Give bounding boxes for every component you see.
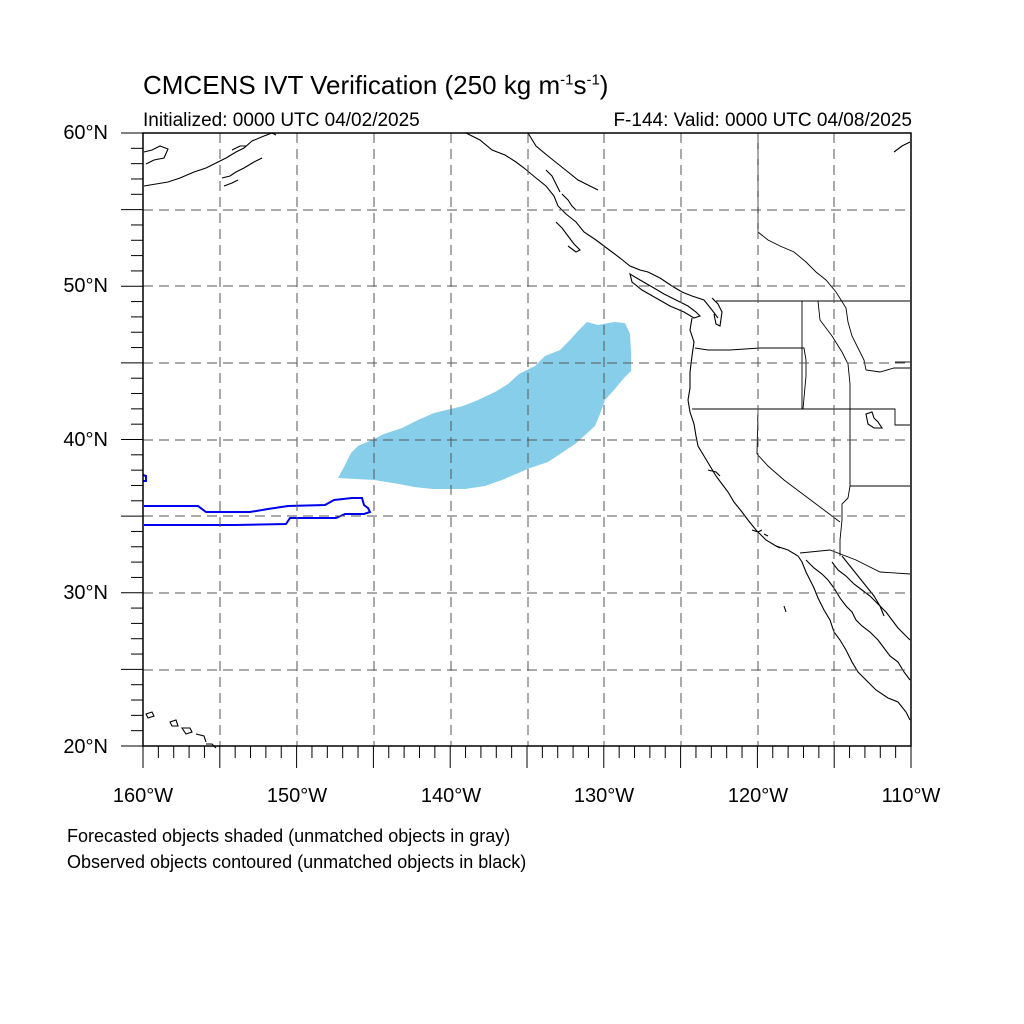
gridlines xyxy=(143,133,911,746)
axis-ticks xyxy=(121,132,912,768)
lon-label-130w: 130°W xyxy=(573,785,635,807)
initialized-label: Initialized: 0000 UTC 04/02/2025 xyxy=(143,110,420,131)
lat-label-20: 20°N xyxy=(63,736,108,758)
lon-label-120w: 120°W xyxy=(727,785,789,807)
lat-label-40: 40°N xyxy=(63,429,108,451)
forecast-object xyxy=(338,322,631,489)
caption-forecast: Forecasted objects shaded (unmatched obj… xyxy=(67,826,511,846)
lon-label-160w: 160°W xyxy=(112,785,174,807)
observed-contour-edge xyxy=(142,474,147,482)
valid-time-label: F-144: Valid: 0000 UTC 04/08/2025 xyxy=(613,110,912,131)
coastlines xyxy=(143,132,911,749)
political-boundaries xyxy=(692,133,911,575)
map-title: CMCENS IVT Verification (250 kg m-1s-1) xyxy=(143,70,609,100)
caption-observed: Observed objects contoured (unmatched ob… xyxy=(67,852,527,872)
lon-label-150w: 150°W xyxy=(266,785,328,807)
lon-label-110w: 110°W xyxy=(881,785,941,807)
lat-label-60: 60°N xyxy=(63,122,108,144)
lat-label-30: 30°N xyxy=(63,582,108,604)
observed-contour xyxy=(144,497,372,526)
lon-label-140w: 140°W xyxy=(420,785,482,807)
lat-label-50: 50°N xyxy=(63,275,108,297)
